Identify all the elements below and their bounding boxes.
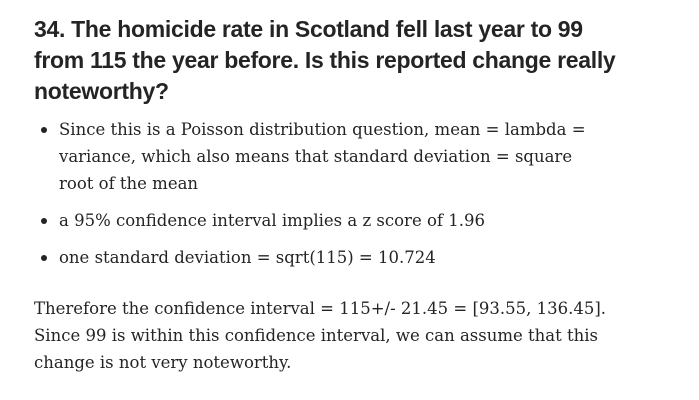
bullet-text: Since this is a Poisson distribution que… — [59, 120, 586, 193]
article-body: 34. The homicide rate in Scotland fell l… — [34, 14, 674, 376]
bullet-item-std-dev: one standard deviation = sqrt(115) = 10.… — [34, 244, 609, 271]
bullet-text: one standard deviation = sqrt(115) = 10.… — [59, 248, 436, 267]
bullet-list: Since this is a Poisson distribution que… — [34, 116, 674, 271]
bullet-item-poisson: Since this is a Poisson distribution que… — [34, 116, 609, 197]
bullet-text: a 95% confidence interval implies a z sc… — [59, 211, 485, 230]
conclusion-paragraph: Therefore the confidence interval = 115+… — [34, 299, 607, 372]
bullet-dot-icon — [41, 127, 47, 133]
bullet-item-confidence: a 95% confidence interval implies a z sc… — [34, 207, 609, 234]
bullet-dot-icon — [41, 218, 47, 224]
bullet-dot-icon — [41, 255, 47, 261]
question-heading: 34. The homicide rate in Scotland fell l… — [34, 16, 616, 104]
